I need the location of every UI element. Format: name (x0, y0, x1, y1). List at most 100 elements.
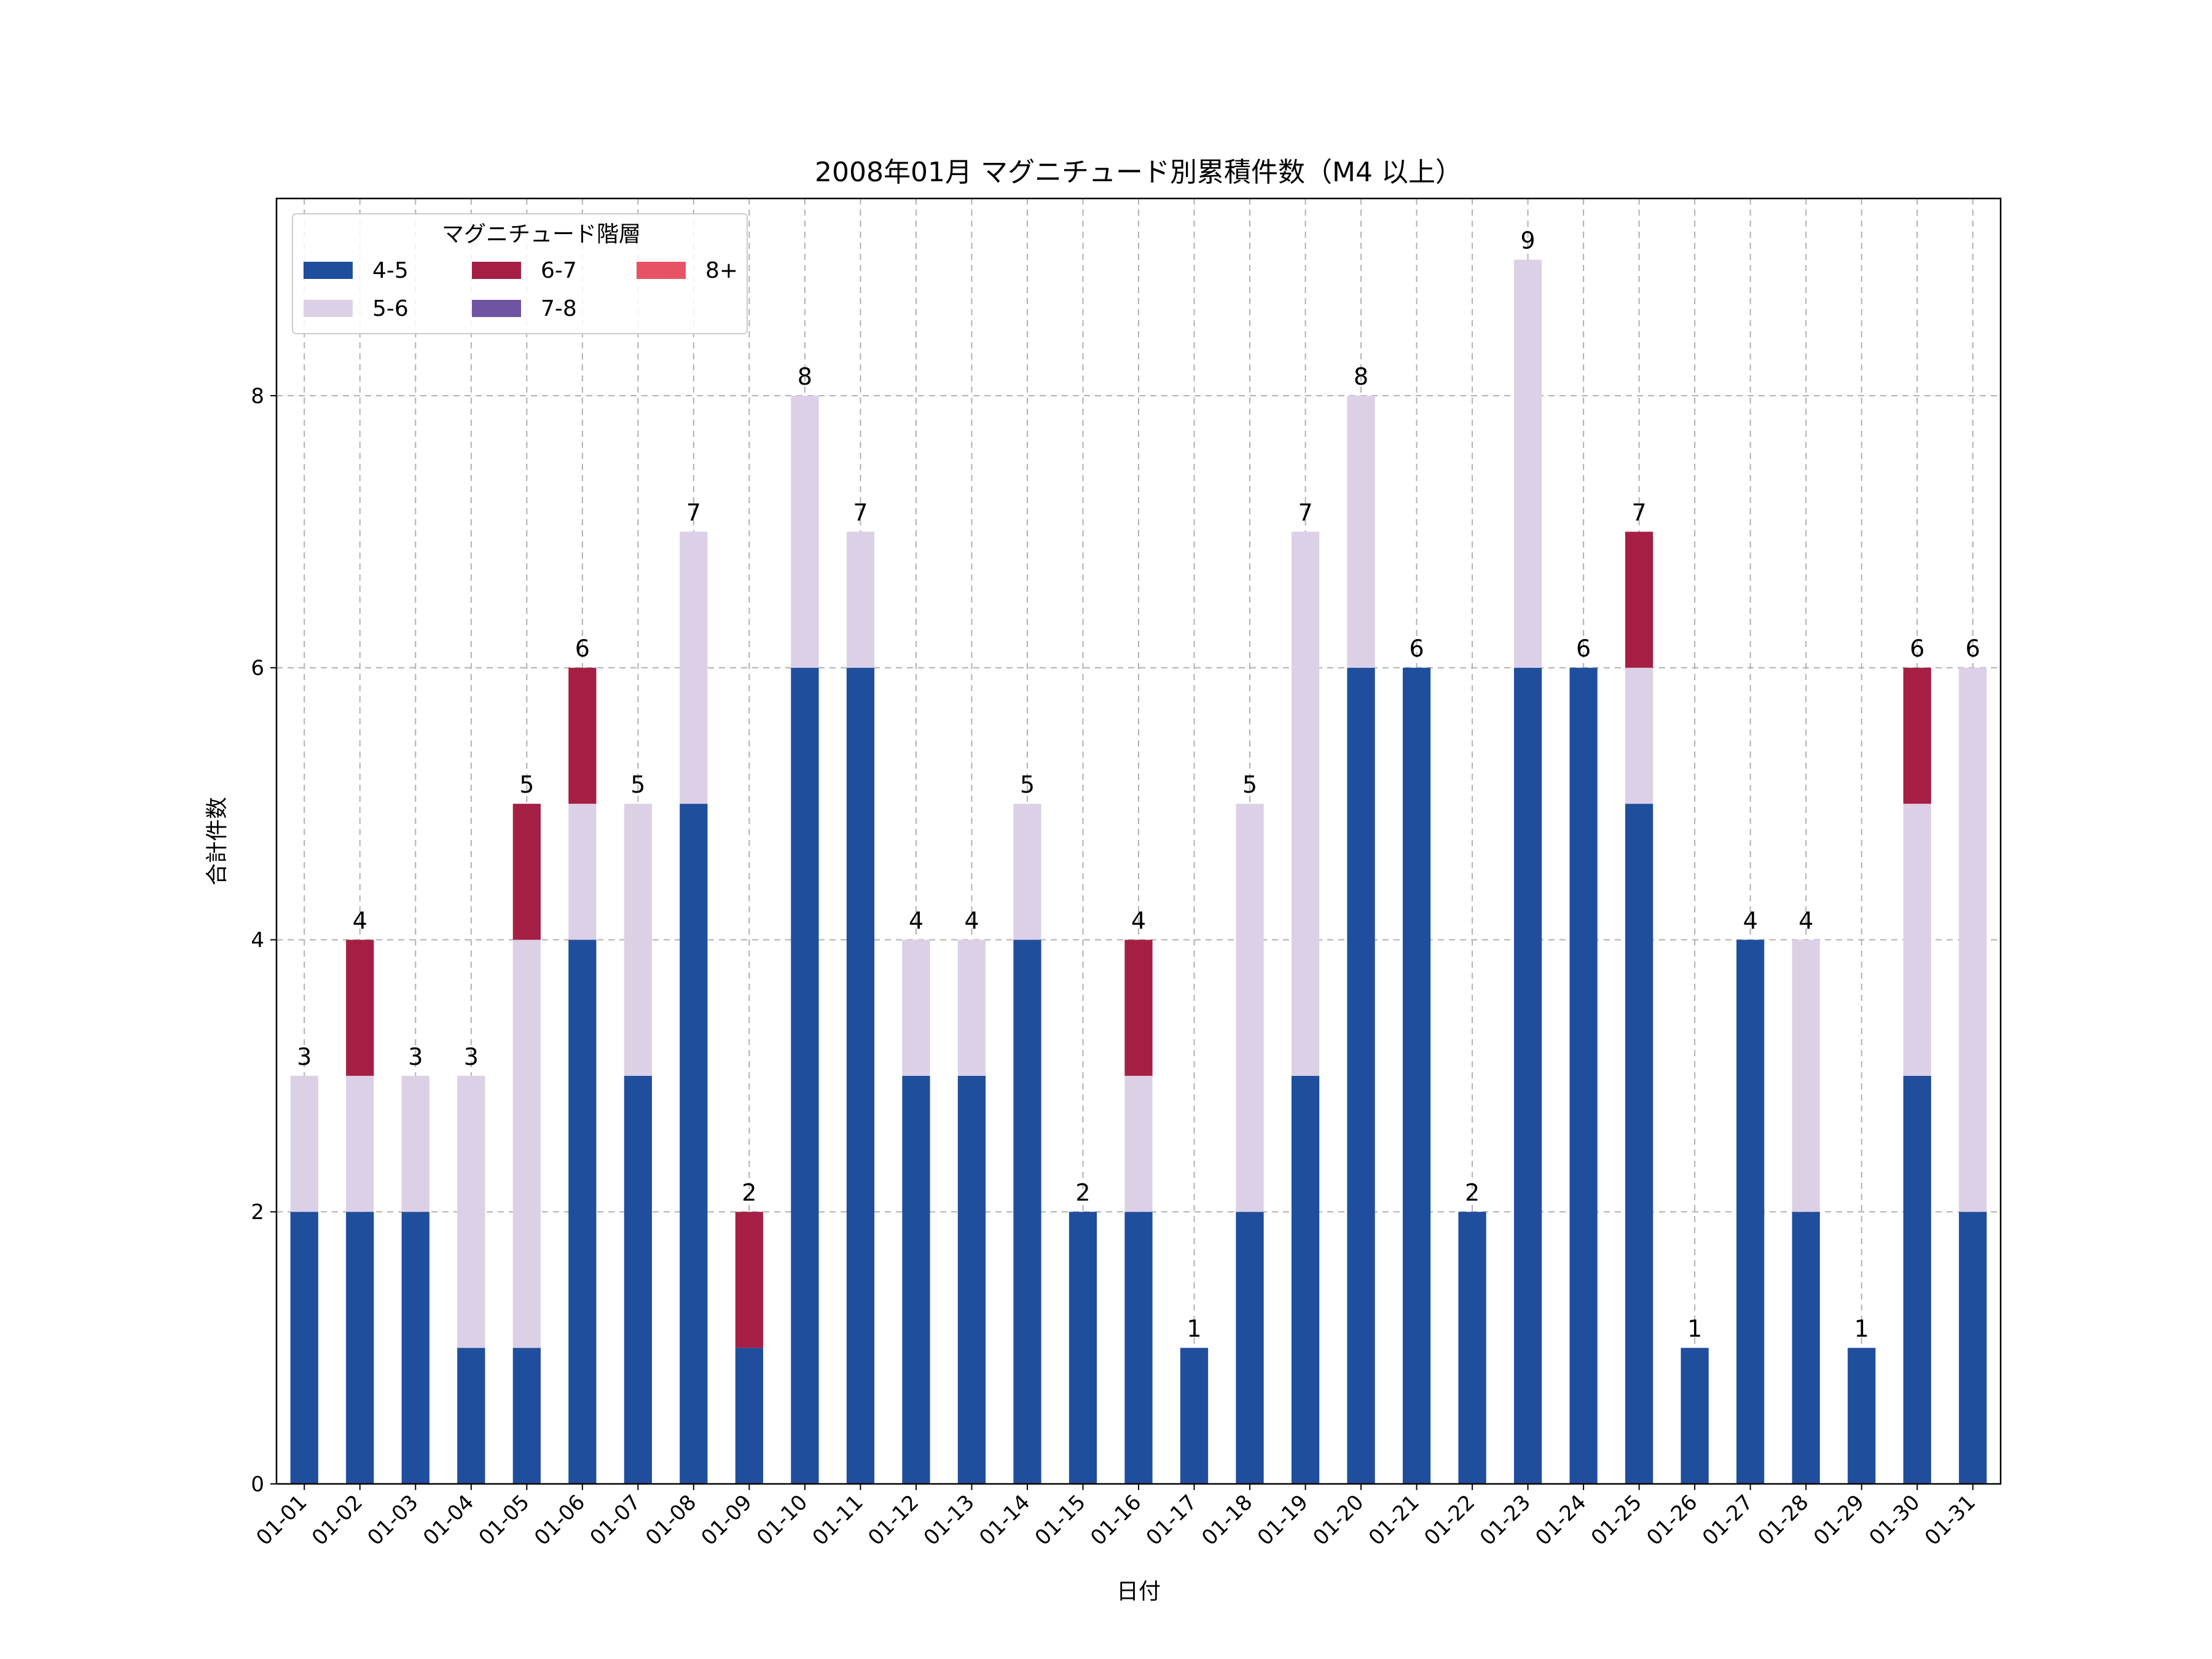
bar-segment-5-6 (1903, 804, 1931, 1076)
y-tick-label: 4 (251, 928, 264, 952)
bar-total-label: 7 (686, 499, 701, 526)
bar-segment-4-5 (846, 667, 875, 1484)
bar-total-label: 1 (1687, 1316, 1702, 1343)
bar-total-label: 7 (853, 499, 868, 526)
bar-segment-4-5 (401, 1212, 429, 1484)
bar-segment-5-6 (624, 804, 652, 1076)
x-tick-label: 01-27 (1698, 1490, 1758, 1550)
bar-segment-6-7 (1625, 531, 1653, 668)
bar-total-label: 1 (1854, 1316, 1869, 1343)
bar-segment-5-6 (512, 939, 541, 1348)
y-tick-label: 8 (251, 384, 264, 409)
x-tick-label: 01-10 (752, 1490, 812, 1550)
bar-segment-5-6 (791, 395, 819, 668)
bar-total-label: 6 (1966, 635, 1980, 662)
legend-label-6-7: 6-7 (541, 258, 577, 283)
bar-segment-5-6 (1959, 667, 1987, 1212)
bar-total-label: 9 (1521, 227, 1535, 254)
bar-segment-4-5 (1458, 1212, 1486, 1484)
bar-segment-5-6 (1792, 939, 1820, 1212)
bar-total-label: 7 (1298, 499, 1312, 526)
legend-swatch-5-6 (304, 300, 353, 317)
bar-segment-4-5 (1291, 1075, 1320, 1484)
bar-segment-4-5 (1681, 1347, 1709, 1484)
bar-segment-5-6 (401, 1075, 429, 1212)
x-tick-label: 01-31 (1920, 1490, 1980, 1550)
x-tick-label: 01-16 (1086, 1490, 1146, 1550)
legend-label-4-5: 4-5 (372, 258, 409, 283)
bar-total-label: 4 (909, 907, 924, 934)
bar-segment-4-5 (1180, 1347, 1209, 1484)
bar-total-label: 5 (1020, 771, 1035, 798)
x-tick-label: 01-07 (586, 1490, 646, 1550)
bar-segment-5-6 (1124, 1075, 1153, 1212)
bar-segment-4-5 (1903, 1075, 1931, 1484)
x-axis-label: 日付 (1116, 1579, 1161, 1604)
legend-items: 4-5 5-6 6-7 7-8 8+ (304, 258, 738, 321)
bar-total-label: 1 (1186, 1316, 1201, 1343)
bar-segment-4-5 (346, 1212, 374, 1484)
x-tick-label: 01-14 (975, 1490, 1035, 1550)
bar-segment-4-5 (1069, 1212, 1097, 1484)
x-tick-label: 01-11 (808, 1490, 868, 1550)
x-tick-label: 01-09 (697, 1490, 757, 1550)
bar-segment-5-6 (568, 804, 597, 940)
x-tick-label: 01-03 (363, 1490, 423, 1550)
y-axis-ticks: 0 2 4 6 8 (251, 384, 276, 1497)
legend-label-7-8: 7-8 (541, 296, 577, 321)
bar-segment-4-5 (1569, 667, 1598, 1484)
x-tick-label: 01-04 (418, 1490, 479, 1550)
bar-total-label: 2 (1075, 1179, 1090, 1206)
bar-segment-4-5 (1513, 667, 1542, 1484)
x-tick-label: 01-01 (251, 1490, 312, 1550)
legend-swatch-6-7 (472, 262, 521, 279)
x-tick-label: 01-13 (919, 1490, 979, 1550)
x-tick-label: 01-18 (1197, 1490, 1257, 1550)
bar-segment-5-6 (1625, 667, 1653, 804)
bar-segment-4-5 (568, 939, 597, 1484)
legend-swatch-7-8 (472, 300, 521, 317)
chart-title: 2008年01月 マグニチュード別累積件数（M4 以上） (815, 157, 1462, 188)
x-axis-ticks: 01-0101-0201-0301-0401-0501-0601-0701-08… (251, 1484, 1980, 1550)
x-tick-label: 01-05 (474, 1490, 535, 1550)
bar-segment-6-7 (1124, 939, 1153, 1076)
x-tick-label: 01-08 (641, 1490, 701, 1550)
bar-segment-4-5 (791, 667, 819, 1484)
legend-title: マグニチュード階層 (442, 222, 641, 247)
x-tick-label: 01-15 (1030, 1490, 1091, 1550)
bar-segment-5-6 (1347, 395, 1375, 668)
x-tick-label: 01-06 (530, 1490, 590, 1550)
bar-segment-6-7 (1903, 667, 1931, 804)
bar-segment-4-5 (1736, 939, 1765, 1484)
x-tick-label: 01-20 (1308, 1490, 1368, 1550)
bar-total-label: 5 (630, 771, 645, 798)
bar-segment-6-7 (568, 667, 597, 804)
bar-segment-4-5 (680, 804, 708, 1484)
bar-segment-6-7 (735, 1212, 764, 1348)
bar-segment-4-5 (1236, 1212, 1264, 1484)
x-tick-label: 01-23 (1475, 1490, 1535, 1550)
bar-segment-4-5 (1124, 1212, 1153, 1484)
bar-total-labels: 3 4 3 3 5 6 5 7 2 8 7 4 4 5 2 4 1 5 7 8 6 2 9 6 7 1 4 4 1 6 6 (297, 227, 1980, 1343)
bars (290, 259, 1987, 1484)
x-tick-label: 01-24 (1531, 1490, 1591, 1550)
bar-segment-5-6 (457, 1075, 485, 1348)
x-tick-label: 01-17 (1142, 1490, 1202, 1550)
legend-label-8+: 8+ (705, 258, 738, 283)
bar-total-label: 6 (575, 635, 590, 662)
bar-total-label: 6 (1576, 635, 1591, 662)
bar-total-label: 4 (353, 907, 367, 934)
bar-total-label: 8 (1354, 363, 1368, 390)
bar-segment-5-6 (680, 531, 708, 804)
bar-total-label: 6 (1910, 635, 1924, 662)
bar-segment-6-7 (512, 804, 541, 940)
legend: マグニチュード階層 4-5 5-6 6-7 7-8 8+ (292, 213, 748, 334)
legend-swatch-8+ (637, 262, 686, 279)
y-tick-label: 2 (251, 1200, 264, 1225)
bar-segment-4-5 (1792, 1212, 1820, 1484)
bar-segment-4-5 (902, 1075, 930, 1484)
bar-segment-5-6 (902, 939, 930, 1076)
bar-segment-4-5 (290, 1212, 318, 1484)
legend-label-5-6: 5-6 (372, 296, 409, 321)
